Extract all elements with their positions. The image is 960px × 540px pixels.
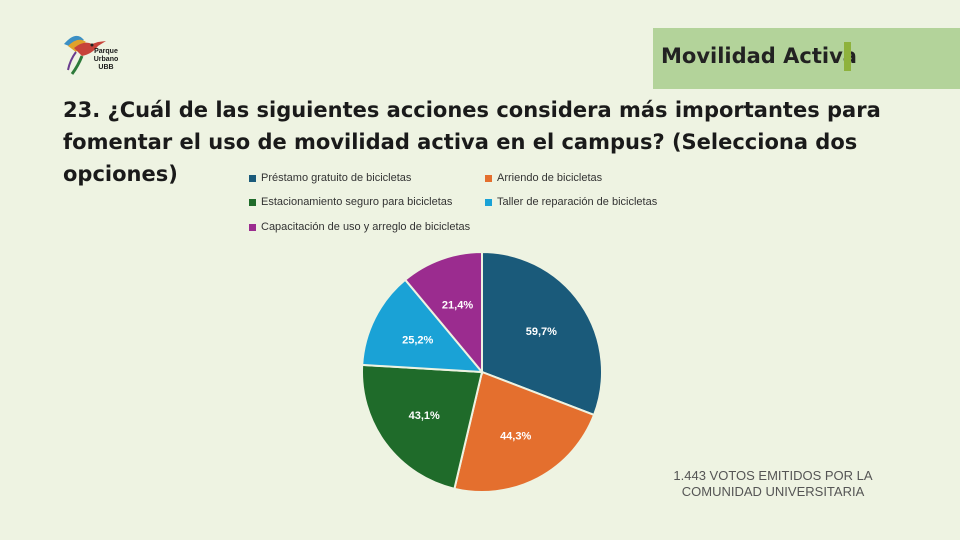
pie-slice	[403, 250, 483, 375]
legend-label: Taller de reparación de bicicletas	[497, 196, 658, 208]
legend-label: Arriendo de bicicletas	[497, 172, 603, 184]
legend-swatch	[249, 198, 256, 206]
legend-item: Capacitación de uso y arreglo de bicicle…	[249, 221, 470, 233]
legend-item: Estacionamiento seguro para bicicletas	[249, 196, 452, 208]
slice-data-label: 25,2%	[402, 335, 433, 347]
legend-label: Capacitación de uso y arreglo de bicicle…	[261, 221, 471, 233]
banner-accent-bar	[844, 42, 851, 71]
slice-data-label: 21,4%	[442, 299, 473, 311]
legend-item: Arriendo de bicicletas	[485, 172, 602, 184]
pie-slice	[361, 363, 484, 490]
banner-title: Movilidad Activa	[661, 44, 857, 68]
pie-slice	[453, 370, 596, 493]
legend-swatch	[249, 174, 256, 182]
legend-item: Taller de reparación de bicicletas	[485, 196, 657, 208]
votes-line: 1.443 VOTOS EMITIDOS POR LA	[673, 468, 873, 483]
title-banner	[653, 28, 960, 89]
legend-label: Estacionamiento seguro para bicicletas	[261, 196, 453, 208]
hummingbird-logo-icon	[64, 35, 106, 75]
legend-swatch	[249, 223, 256, 231]
slice-data-label: 44,3%	[500, 431, 531, 443]
slice-data-label: 43,1%	[409, 410, 440, 422]
pie-slice	[481, 250, 603, 417]
logo-line: Parque	[94, 48, 118, 55]
legend-swatch	[485, 198, 492, 206]
question-title: 23. ¿Cuál de las siguientes acciones con…	[63, 98, 881, 186]
logo-text: Parque Urbano UBB	[86, 48, 126, 72]
votes-caption: 1.443 VOTOS EMITIDOS POR LA COMUNIDAD UN…	[650, 468, 896, 500]
logo-line: UBB	[98, 64, 114, 71]
votes-line: COMUNIDAD UNIVERSITARIA	[681, 484, 865, 499]
logo-line: Urbano	[93, 56, 119, 63]
slice-data-label: 59,7%	[526, 326, 557, 338]
pie-slice	[361, 278, 485, 374]
legend-label: Préstamo gratuito de bicicletas	[261, 172, 412, 184]
legend-item: Préstamo gratuito de bicicletas	[249, 172, 411, 184]
legend-swatch	[485, 174, 492, 182]
